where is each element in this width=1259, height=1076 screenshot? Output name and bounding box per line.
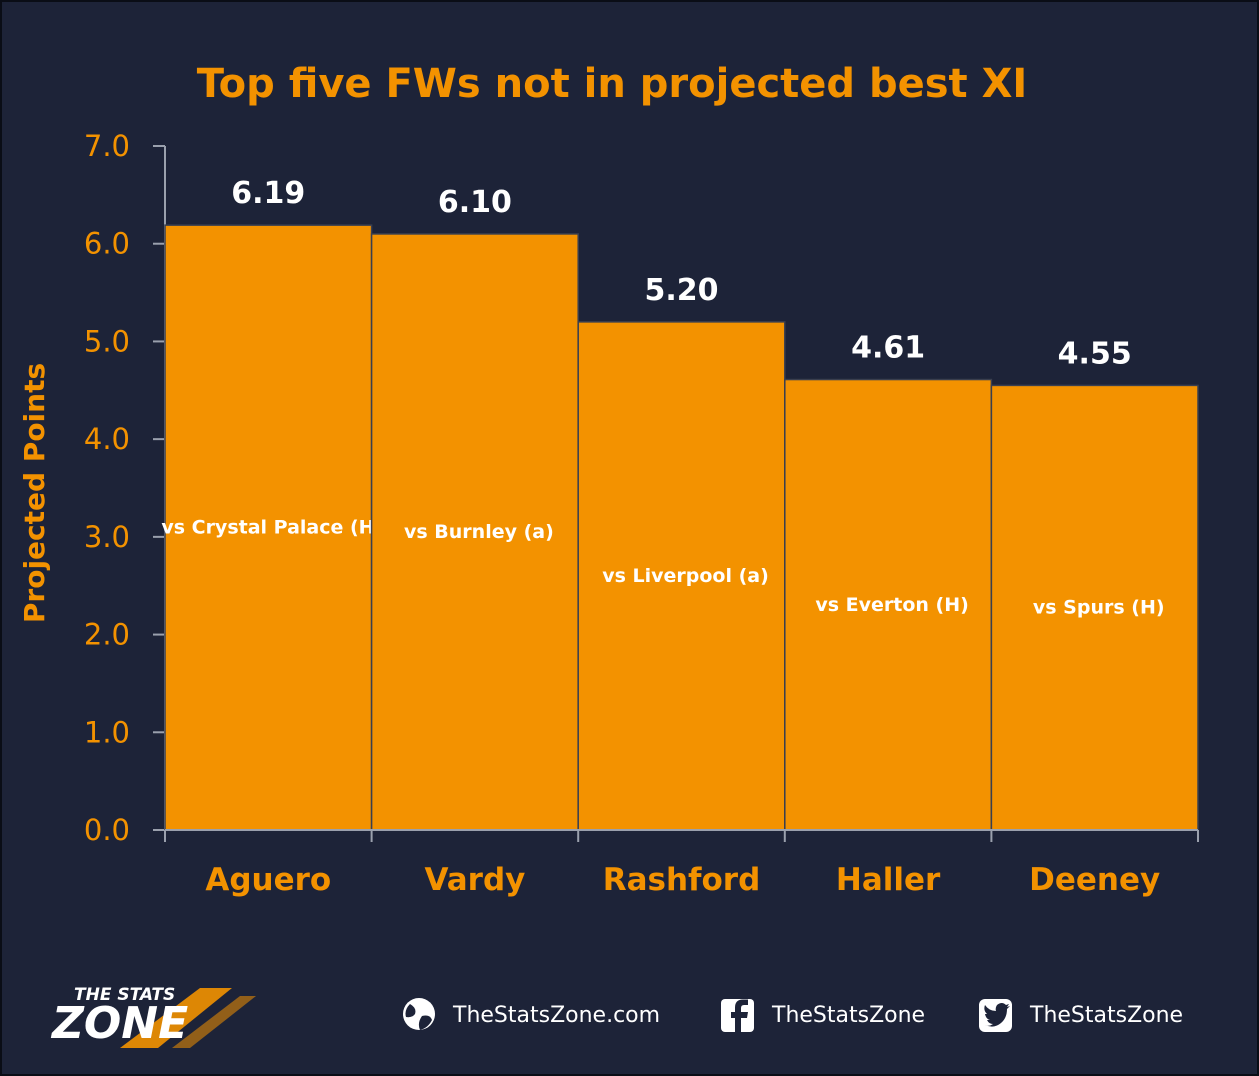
facebook-icon — [721, 999, 754, 1032]
value-label: 5.20 — [644, 273, 718, 308]
y-tick-label: 7.0 — [84, 129, 130, 163]
value-label: 4.55 — [1058, 336, 1132, 371]
y-tick-label: 5.0 — [84, 324, 130, 358]
y-tick-label: 0.0 — [84, 813, 130, 847]
value-label: 4.61 — [851, 331, 925, 366]
twitter-link[interactable]: TheStatsZone — [979, 999, 1183, 1032]
bar-aguero — [164, 224, 373, 831]
twitter-text[interactable]: TheStatsZone — [1029, 1003, 1183, 1028]
bar-annotation: vs Burnley (a) — [404, 521, 554, 543]
value-label: 6.10 — [438, 185, 512, 220]
website-link[interactable]: TheStatsZone.com — [403, 998, 660, 1030]
x-tick-label: Haller — [836, 862, 941, 898]
y-tick-label: 2.0 — [84, 618, 130, 652]
facebook-text[interactable]: TheStatsZone — [771, 1003, 925, 1028]
y-axis: 0.0 1.0 2.0 3.0 4.0 5.0 6.0 7.0 — [84, 129, 166, 847]
bars-group: 6.19 vs Crystal Palace (H) 6.10 vs Burnley … — [161, 176, 1199, 831]
stats-zone-logo: THE STATS ZONE — [50, 985, 256, 1049]
globe-icon — [403, 998, 435, 1030]
x-tick-label: Deeney — [1029, 862, 1160, 898]
value-label: 6.19 — [231, 176, 305, 211]
y-tick-label: 3.0 — [84, 520, 130, 554]
website-text[interactable]: TheStatsZone.com — [452, 1003, 660, 1028]
x-tick-label: Vardy — [424, 862, 525, 898]
chart-title: Top five FWs not in projected best XI — [197, 61, 1028, 107]
bar-annotation: vs Crystal Palace (H) — [161, 517, 383, 539]
y-axis-label: Projected Points — [18, 363, 51, 623]
footer: THE STATS ZONE TheStatsZone.com TheStats… — [50, 985, 1183, 1049]
bar-deeney — [990, 384, 1199, 831]
y-tick-label: 1.0 — [84, 715, 130, 749]
bar-annotation: vs Spurs (H) — [1033, 597, 1165, 619]
logo-text-bottom: ZONE — [50, 998, 188, 1049]
facebook-link[interactable]: TheStatsZone — [721, 999, 925, 1032]
y-tick-label: 6.0 — [84, 227, 130, 261]
y-tick-label: 4.0 — [84, 422, 130, 456]
x-tick-label: Aguero — [205, 862, 331, 898]
bar-annotation: vs Liverpool (a) — [602, 565, 769, 587]
x-axis: Aguero Vardy Rashford Haller Deeney — [164, 829, 1199, 898]
x-tick-label: Rashford — [603, 862, 761, 898]
logo-text-top: THE STATS — [74, 985, 175, 1005]
bar-annotation: vs Everton (H) — [815, 594, 968, 616]
twitter-icon — [979, 999, 1012, 1032]
